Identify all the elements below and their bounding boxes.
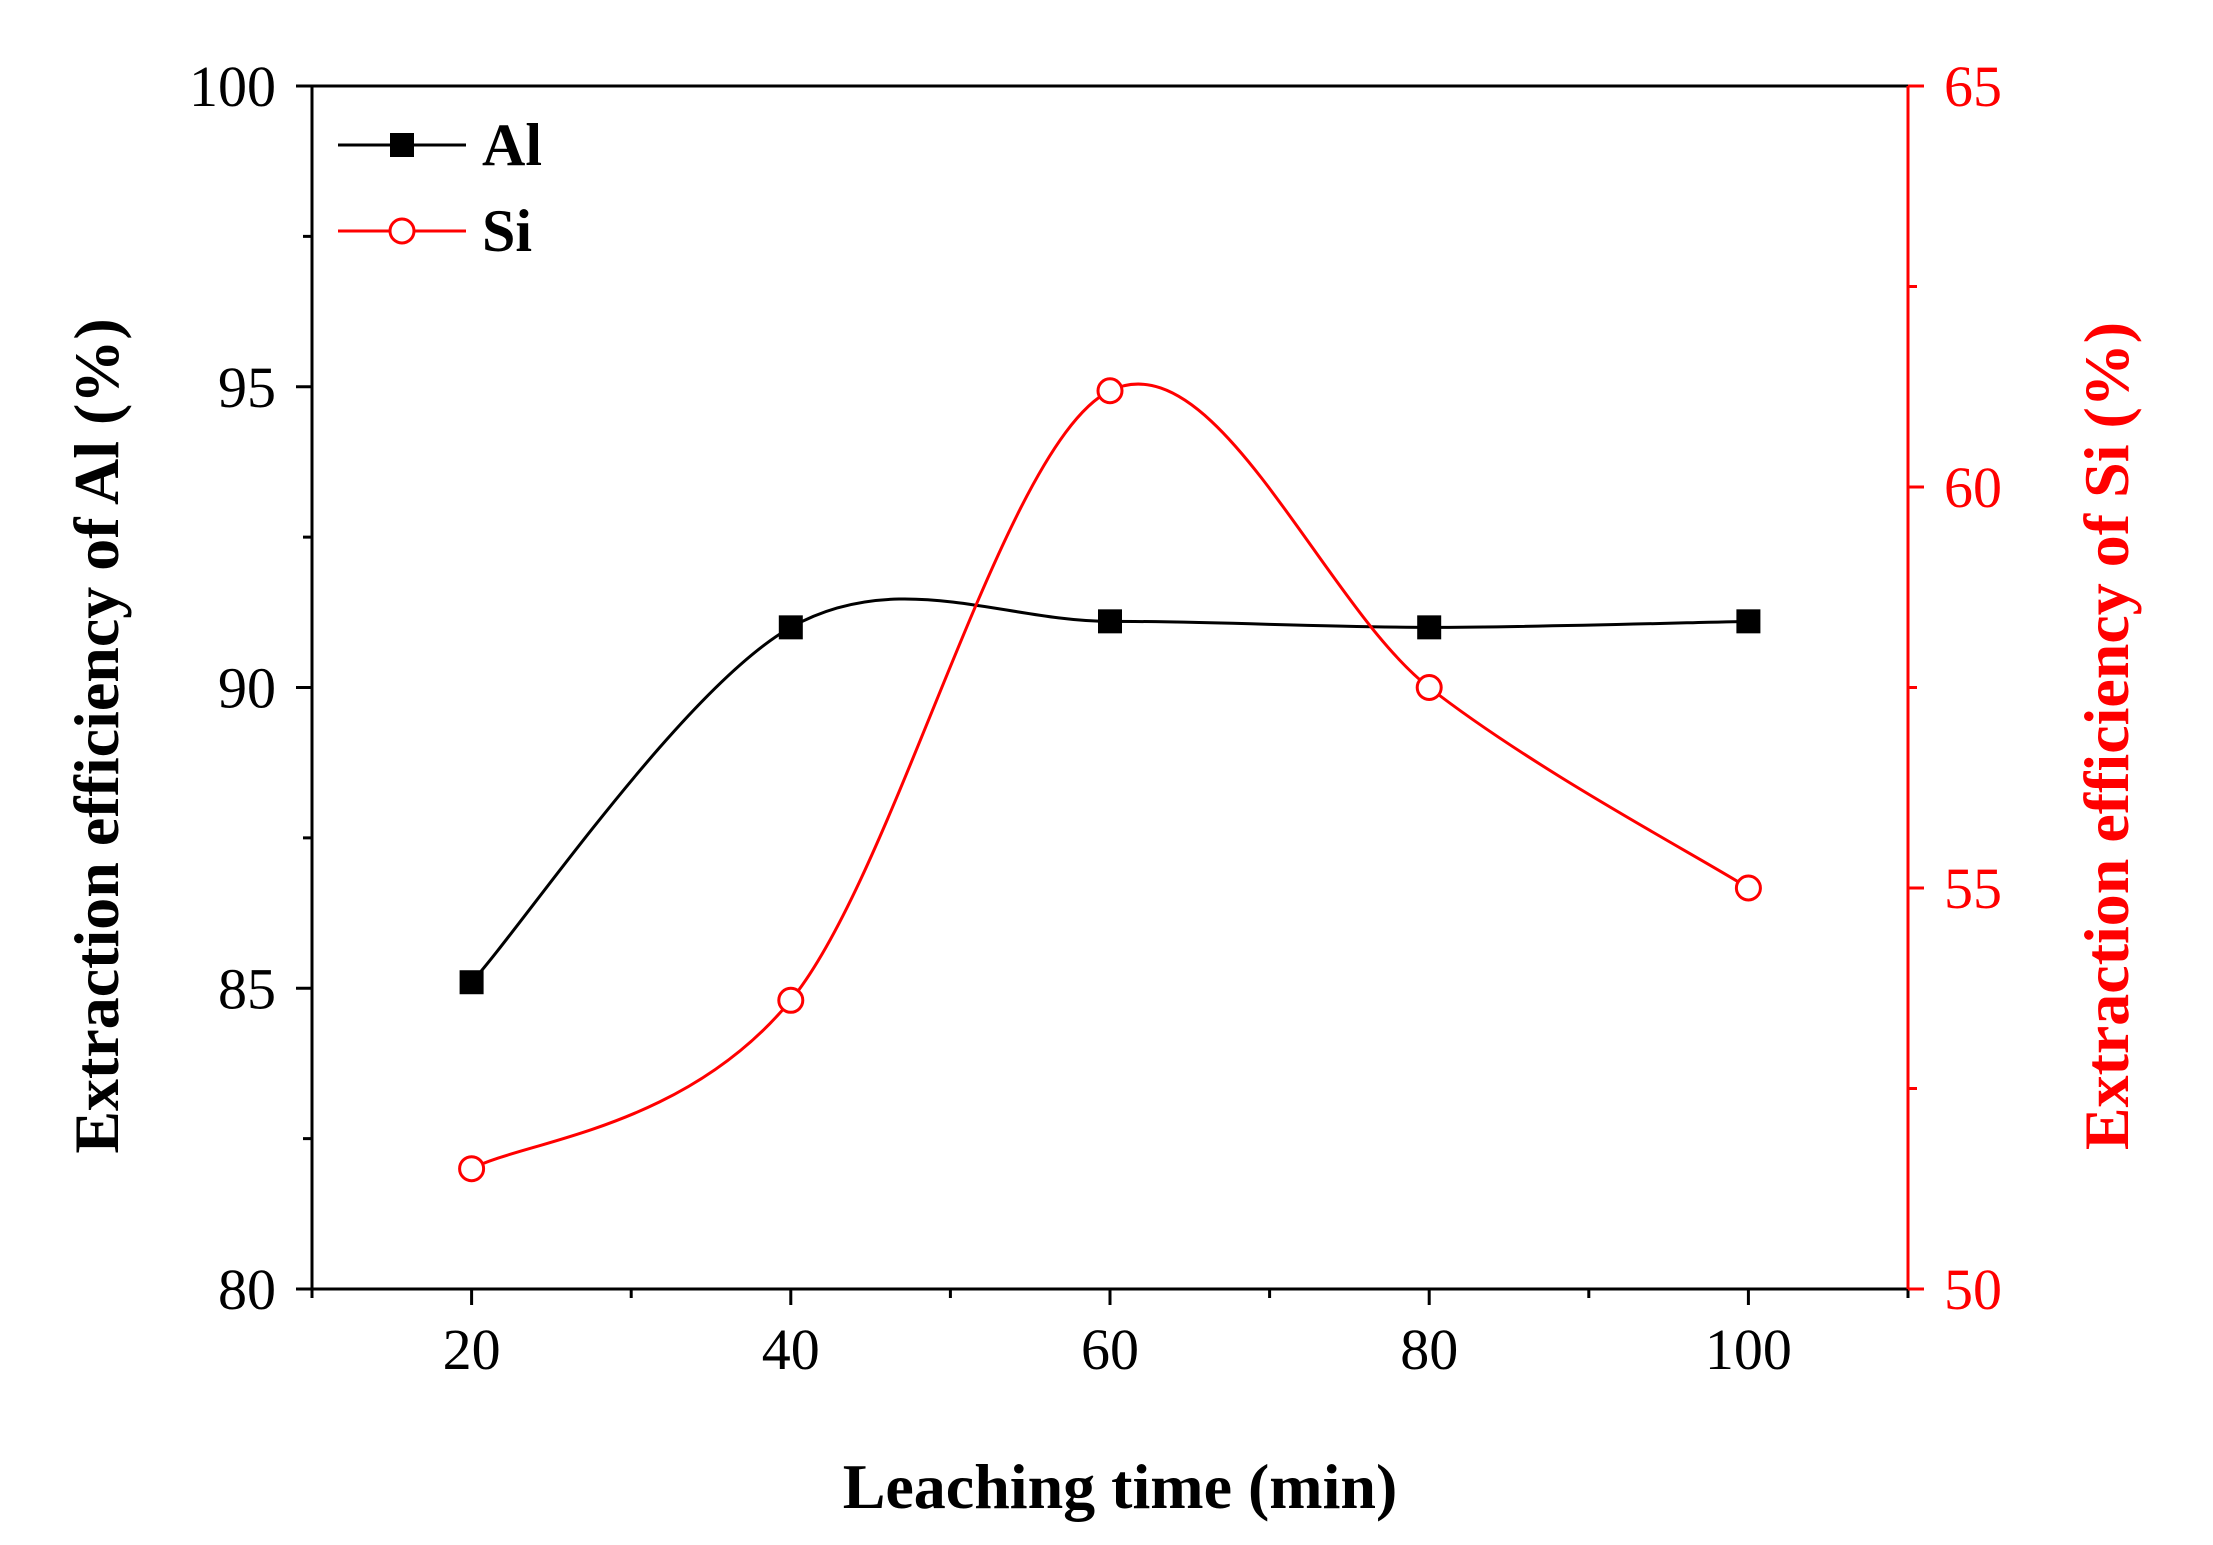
data-point-si [1734,874,1762,902]
y-tick-label-left: 80 [218,1257,276,1322]
y-tick-label-right: 60 [1944,455,2002,520]
data-point-al [1417,615,1442,640]
plot-area [312,86,1908,1289]
x-tick-label: 60 [1081,1317,1139,1382]
y-tick-label-left: 100 [189,54,276,119]
data-point-al [459,970,484,995]
y-tick-label-right: 65 [1944,54,2002,119]
x-tick-label: 40 [762,1317,820,1382]
data-point-al [1736,609,1761,634]
axes: 20 40 60 80 100 80 85 90 95 100 50 55 60 65 [189,54,2002,1382]
x-tick-label: 80 [1400,1317,1458,1382]
x-tick-label: 20 [443,1317,501,1382]
y-tick-label-left: 90 [218,656,276,721]
data-point-si [1096,377,1124,405]
data-point-si [458,1155,486,1183]
data-point-si [777,986,805,1014]
data-point-si [1415,674,1443,701]
y-axis-title-right: Extraction efficiency of Si (%) [2071,322,2142,1150]
x-axis-title: Leaching time (min) [843,1451,1398,1522]
legend-marker-al [390,133,414,157]
x-tick-label: 100 [1705,1317,1792,1382]
data-point-al [778,615,803,640]
legend-label-si: Si [482,198,532,264]
plot-background [312,86,1908,1289]
series-line-al [470,597,1749,984]
legend-label-al: Al [482,112,542,178]
legend-marker-si [388,217,416,245]
y-axis-title-left: Extraction efficiency of Al (%) [61,318,132,1153]
y-tick-label-left: 95 [218,355,276,420]
y-tick-label-right: 50 [1944,1257,2002,1322]
data-point-al [1098,609,1122,634]
y-tick-label-right: 55 [1944,856,2002,921]
series-layer [458,377,1762,1183]
y-tick-label-left: 85 [218,956,276,1021]
legend: Al Si [338,112,542,264]
